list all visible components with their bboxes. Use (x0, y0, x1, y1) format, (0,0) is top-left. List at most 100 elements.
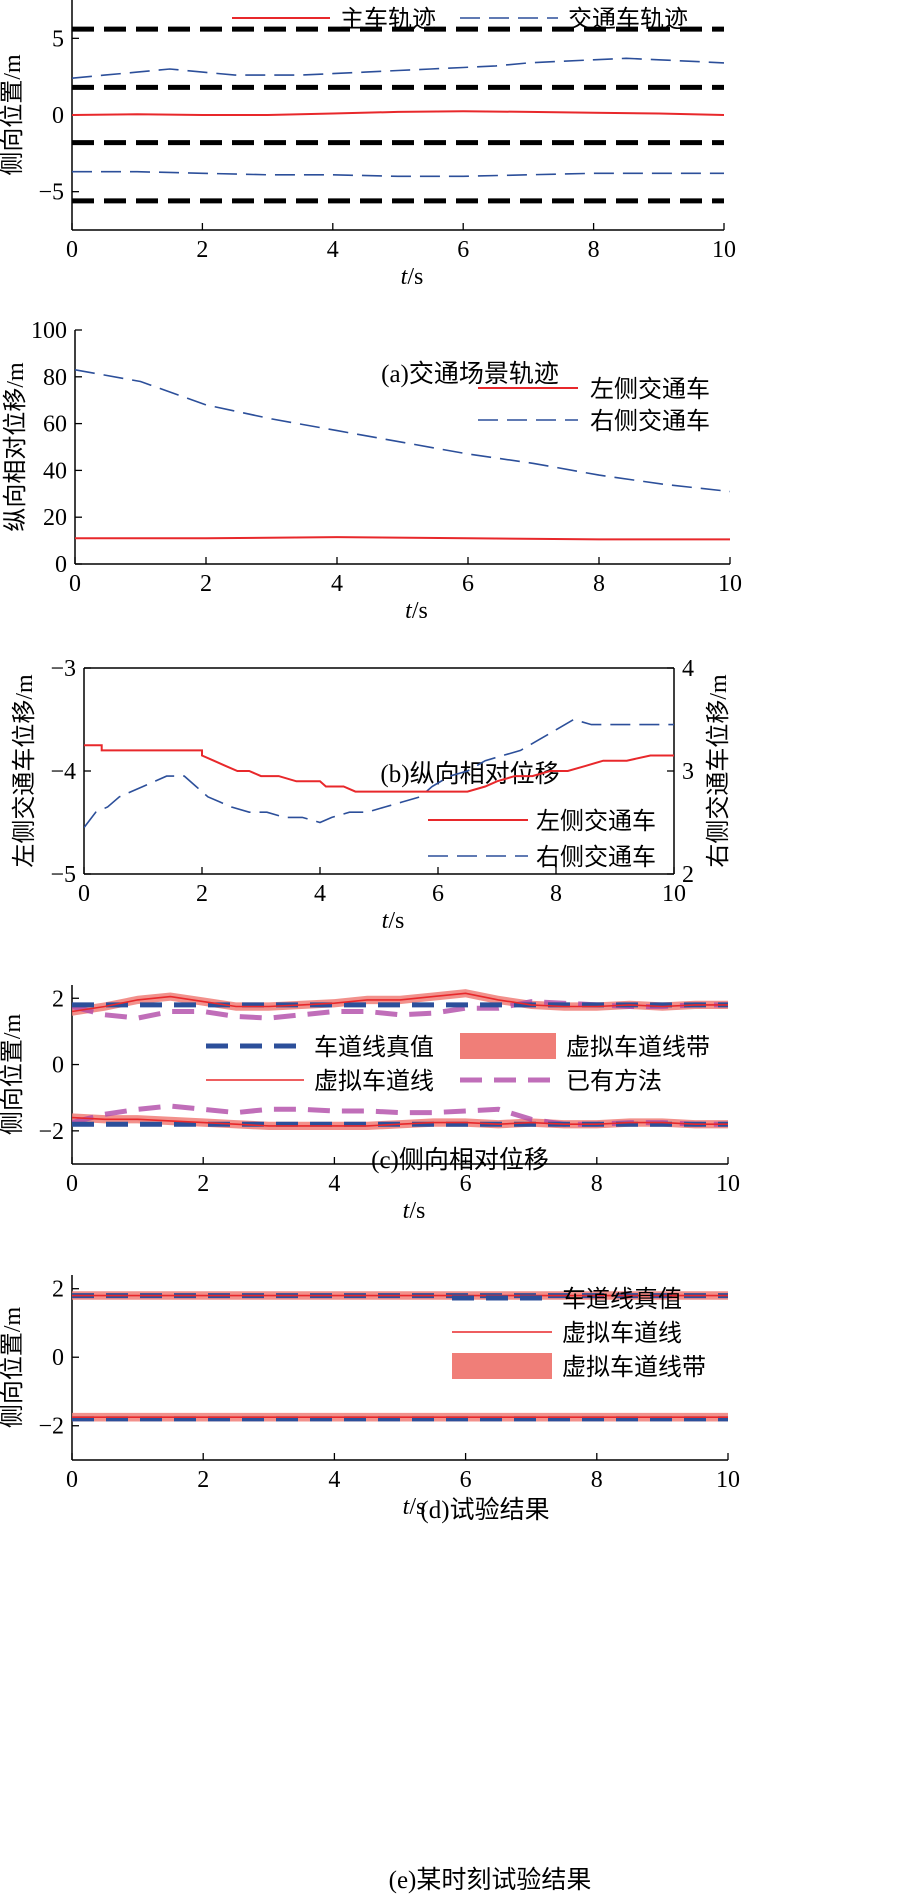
plot-area (72, 989, 728, 1130)
legend-label: 虚拟车道线 (562, 1320, 682, 1347)
series-virtual_bot (72, 1116, 728, 1127)
plot-area (72, 26, 724, 204)
plot-area (72, 1291, 728, 1422)
chart-a: 0 2 4 6 8 10 −5 0 5 t/s 侧向位置/m 主车轨迹 交通车轨迹 (0, 0, 736, 290)
y-tick-label: 2 (52, 986, 64, 1012)
x-tick-label: 10 (712, 237, 736, 263)
legend-label: 车道线真值 (562, 1286, 682, 1313)
x-tick-label: 2 (196, 237, 208, 263)
legend-a: 主车轨迹 交通车轨迹 (232, 6, 688, 33)
x-tick-label: 0 (69, 571, 81, 597)
x-tick-label: 0 (66, 1171, 78, 1197)
legend-label: 右侧交通车 (536, 844, 656, 871)
x-tick-label: 8 (588, 237, 600, 263)
y-axis-label: 左侧交通车位移/m (11, 674, 38, 868)
legend-swatch-band (452, 1353, 552, 1379)
x-tick-label: 2 (197, 1171, 209, 1197)
x-tick-label: 4 (327, 237, 339, 263)
y-tick-label: 40 (43, 458, 67, 484)
series-traffic_left (72, 57, 724, 79)
legend-label: 右侧交通车 (590, 408, 710, 435)
x-tick-label: 6 (460, 1171, 472, 1197)
series-virtual_top (72, 992, 728, 1013)
y-tick-label: 80 (43, 365, 67, 391)
y-tick-label: −2 (38, 1119, 64, 1145)
x-tick-label: 10 (718, 571, 742, 597)
x-tick-label: 8 (591, 1171, 603, 1197)
y-tick-label: −4 (50, 759, 76, 785)
y-tick-label: 60 (43, 412, 67, 438)
x-tick-label: 10 (716, 1171, 740, 1197)
y-tick-label: 0 (55, 552, 67, 578)
y-tick-label: −5 (50, 862, 76, 888)
y-axis-label: 侧向位置/m (0, 54, 26, 176)
y-tick-label: 0 (52, 1053, 64, 1079)
series-left (84, 744, 674, 793)
legend-label: 已有方法 (566, 1068, 662, 1095)
y-tick-label: 0 (52, 1345, 64, 1371)
y-axis-label-right: 右侧交通车位移/m (705, 674, 732, 868)
plot-area (84, 718, 674, 829)
x-tick-label: 4 (328, 1467, 340, 1493)
x-tick-label: 4 (314, 881, 326, 907)
y-tick-label: 5 (52, 26, 64, 52)
x-tick-label: 6 (460, 1467, 472, 1493)
y-axis-label: 纵向相对位移/m (2, 362, 29, 532)
x-axis-label: t/s (401, 264, 424, 290)
x-tick-label: 6 (457, 237, 469, 263)
x-tick-label: 2 (196, 881, 208, 907)
x-tick-label: 4 (331, 571, 343, 597)
x-tick-label: 8 (550, 881, 562, 907)
y-tick-label: 20 (43, 505, 67, 531)
chart-c: 0 2 4 6 8 10 −5 −4 −3 2 3 4 t/s 左侧交通车位移/m 右侧交通车位移/m 左侧交… (11, 656, 732, 934)
legend-label: 主车轨迹 (340, 6, 436, 33)
caption-b: (b)纵向相对位移 (380, 760, 559, 788)
y-axis-label: 侧向位置/m (0, 1014, 26, 1136)
x-tick-label: 2 (197, 1467, 209, 1493)
x-tick-label: 8 (591, 1467, 603, 1493)
legend-label: 左侧交通车 (536, 808, 656, 835)
x-axis-label: t/s (382, 908, 405, 934)
series-ego (72, 110, 724, 116)
x-tick-label: 8 (593, 571, 605, 597)
caption-e: (e)某时刻试验结果 (389, 1866, 592, 1894)
x-tick-label: 2 (200, 571, 212, 597)
legend-label: 车道线真值 (314, 1034, 434, 1061)
caption-d: (d)试验结果 (420, 1496, 549, 1524)
y-tick-label: −5 (38, 180, 64, 206)
series-right (84, 718, 674, 829)
series-traffic_right (72, 170, 724, 178)
x-axis-label: t/s (403, 1198, 426, 1224)
x-tick-label: 10 (716, 1467, 740, 1493)
x-tick-label: 10 (662, 881, 686, 907)
band-virtual_top (72, 989, 728, 1016)
y-right-tick-label: 4 (682, 656, 694, 682)
x-axis-label: t/s (405, 598, 428, 624)
y-tick-label: 2 (52, 1277, 64, 1303)
y-tick-label: 100 (31, 318, 67, 344)
legend-swatch-band (460, 1033, 556, 1059)
plot-area (75, 369, 730, 541)
x-axis-label: t/s (403, 1494, 426, 1520)
legend-label: 虚拟车道线带 (566, 1034, 710, 1061)
legend-label: 左侧交通车 (590, 376, 710, 403)
caption-a: (a)交通场景轨迹 (381, 360, 559, 388)
y-right-tick-label: 3 (682, 759, 694, 785)
x-tick-label: 4 (328, 1171, 340, 1197)
x-tick-label: 0 (66, 237, 78, 263)
series-right (75, 369, 730, 493)
y-tick-label: −3 (50, 656, 76, 682)
y-right-tick-label: 2 (682, 862, 694, 888)
x-tick-label: 6 (462, 571, 474, 597)
legend-label: 交通车轨迹 (568, 6, 688, 33)
legend-label: 虚拟车道线带 (562, 1354, 706, 1381)
x-tick-label: 0 (66, 1467, 78, 1493)
y-tick-label: 0 (52, 103, 64, 129)
